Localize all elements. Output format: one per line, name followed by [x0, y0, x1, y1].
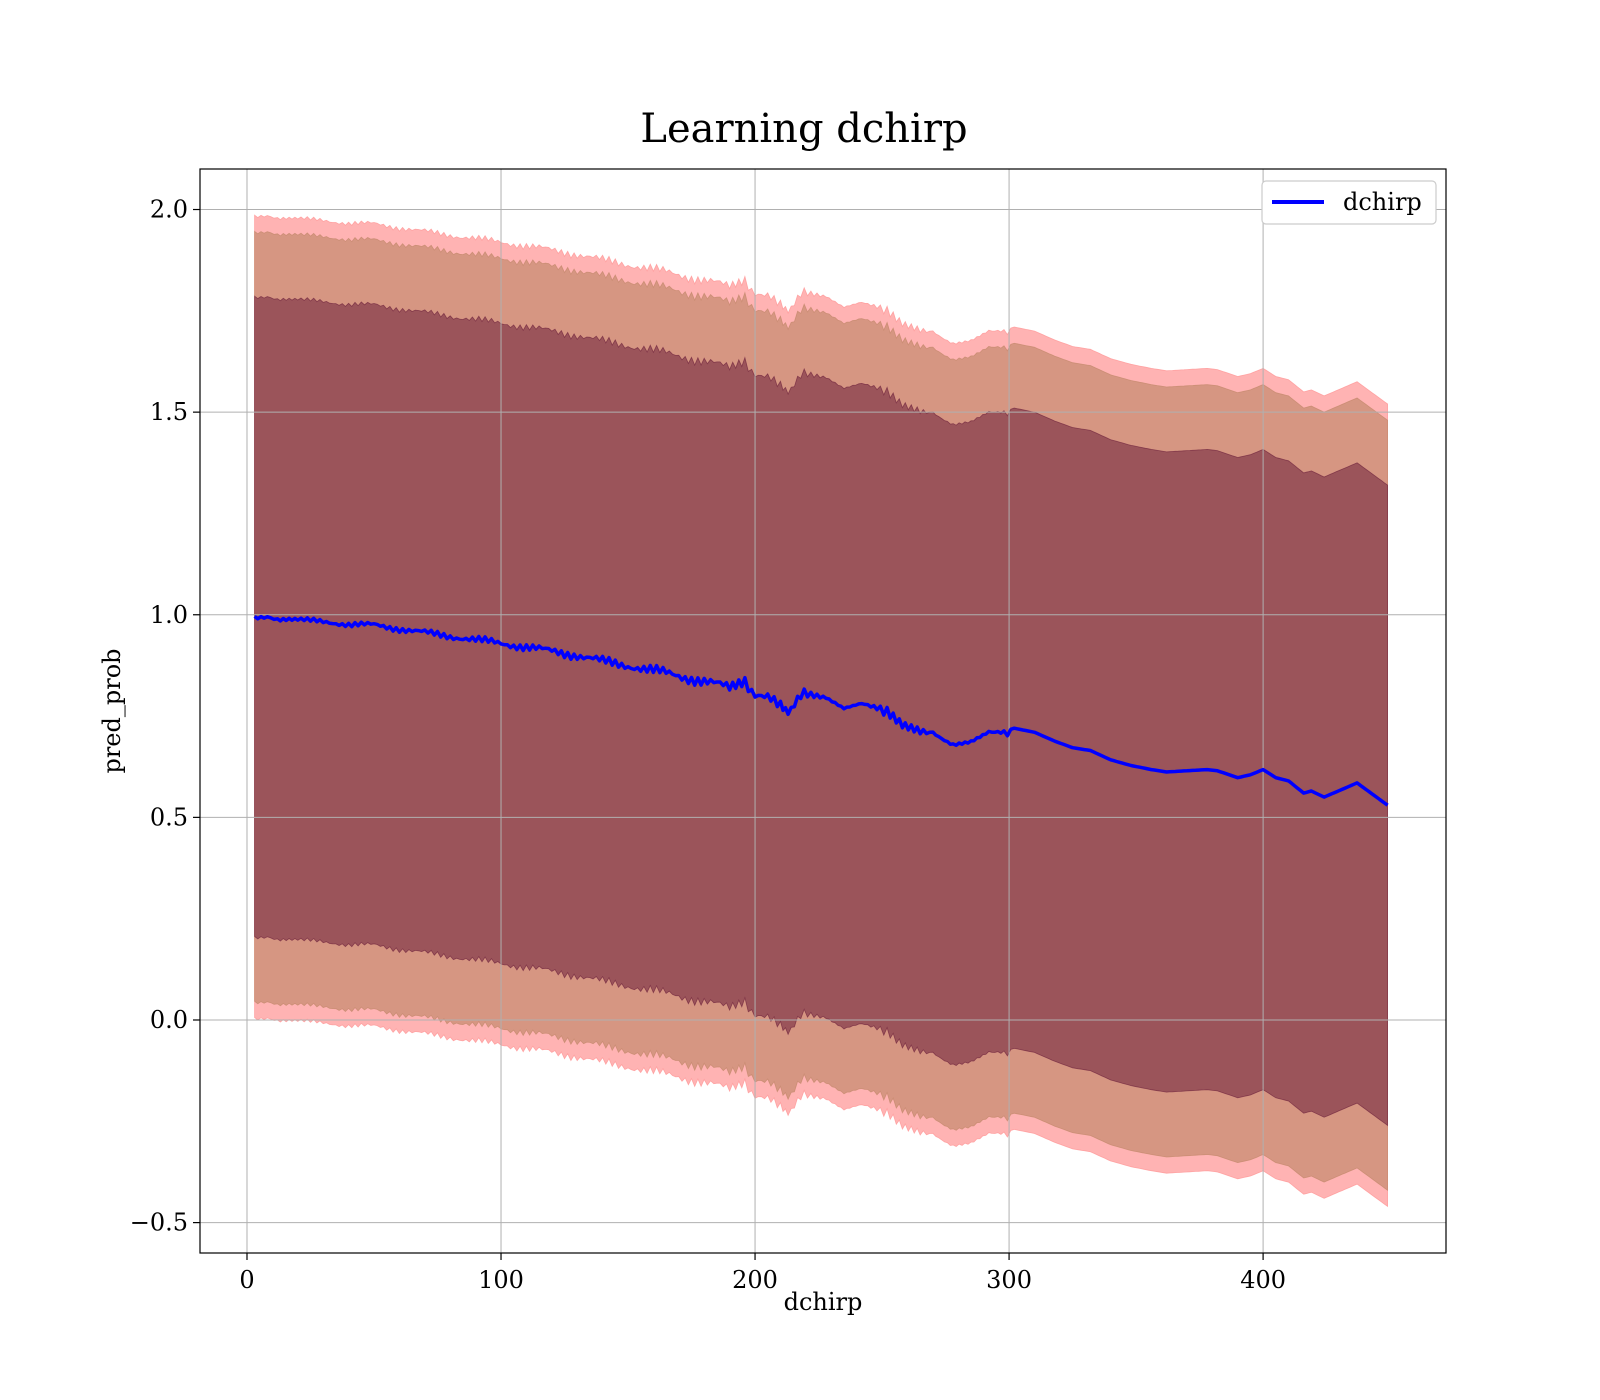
x-tick-label-1: 100: [478, 1266, 524, 1294]
y-axis: −0.5 0.0 0.5 1.0 1.5 2.0: [130, 196, 200, 1237]
grid: [200, 169, 1446, 1253]
x-tick-label-0: 0: [239, 1266, 254, 1294]
x-tick-label-4: 400: [1240, 1266, 1286, 1294]
y-tick-label-2: 0.5: [150, 803, 188, 831]
y-tick-label-5: 2.0: [150, 196, 188, 224]
legend-box: [1261, 180, 1437, 225]
y-tick-label-4: 1.5: [150, 398, 188, 426]
x-axis-label: dchirp: [784, 1288, 863, 1316]
legend-entry-dchirp: dchirp: [1343, 188, 1422, 216]
band-std-1: [254, 295, 1388, 1127]
x-tick-label-2: 200: [732, 1266, 778, 1294]
series-layer: [253, 614, 1389, 807]
x-tick-label-3: 300: [986, 1266, 1032, 1294]
chart-title: Learning dchirp: [640, 106, 967, 152]
x-axis: 0 100 200 300 400: [239, 1253, 1286, 1294]
series-line-dchirp: [253, 614, 1389, 807]
legend: dchirp: [1261, 180, 1437, 225]
y-tick-label-0: −0.5: [130, 1209, 188, 1237]
y-tick-label-3: 1.0: [150, 601, 188, 629]
y-tick-label-1: 0.0: [150, 1006, 188, 1034]
confidence-bands: [254, 214, 1388, 1208]
plot-frame: [199, 168, 1447, 1254]
y-axis-label: pred_prob: [98, 648, 126, 773]
